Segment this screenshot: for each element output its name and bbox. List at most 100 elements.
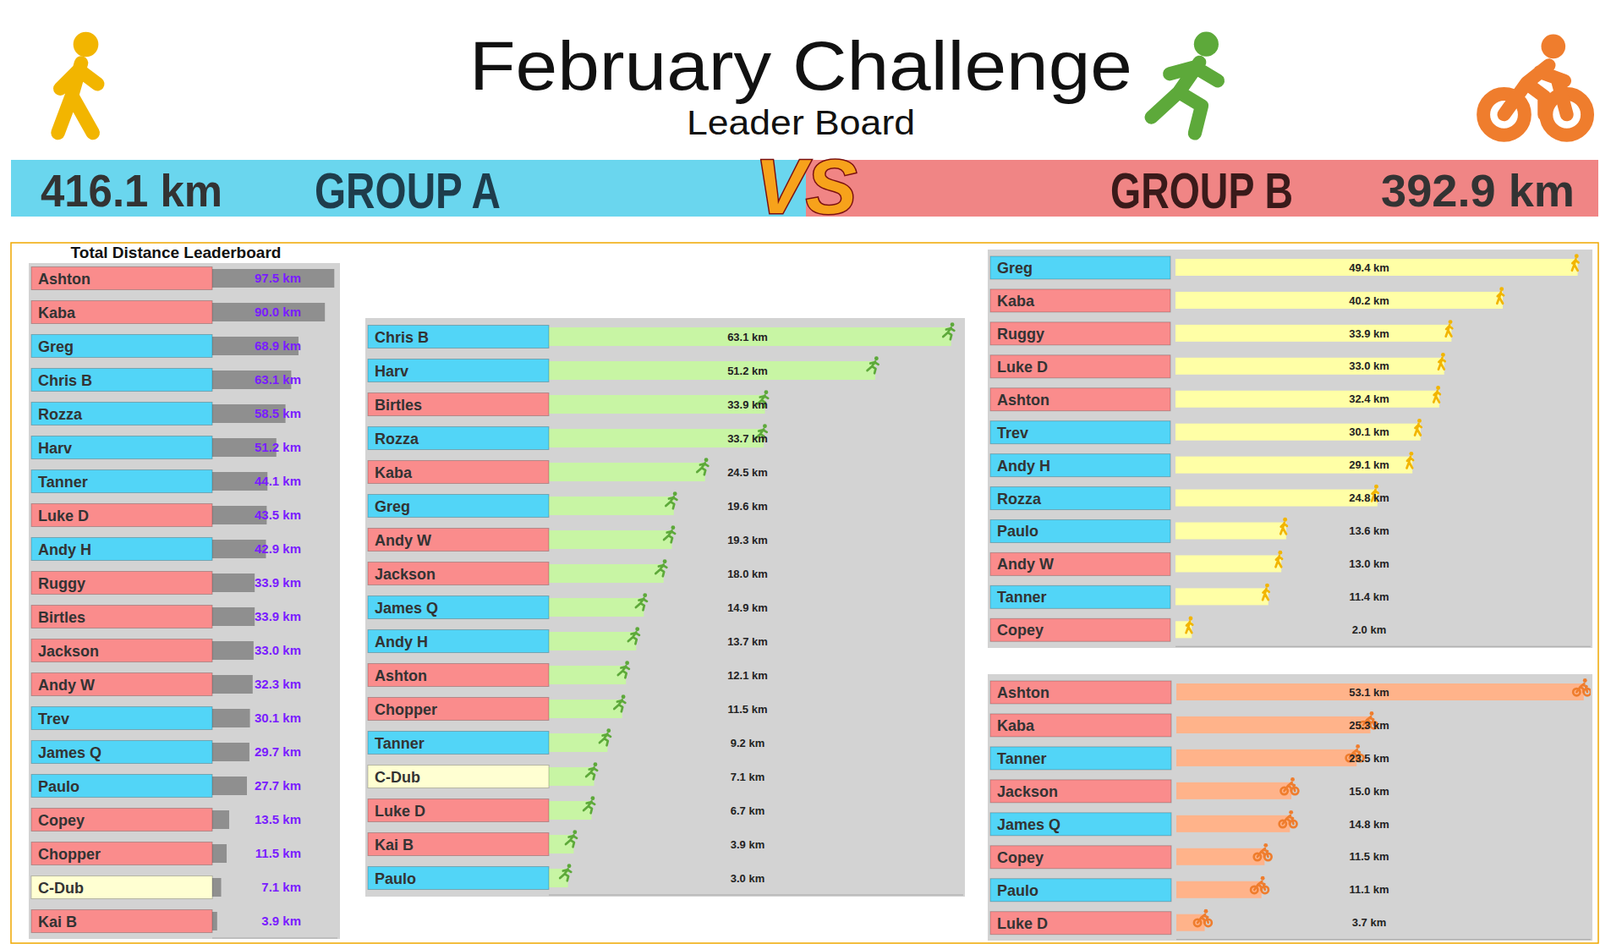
svg-text:Paulo: Paulo <box>997 522 1039 540</box>
svg-text:Jackson: Jackson <box>374 565 436 583</box>
svg-text:63.1 km: 63.1 km <box>727 330 768 344</box>
svg-text:Chris B: Chris B <box>38 372 93 390</box>
svg-text:33.9 km: 33.9 km <box>1348 327 1390 340</box>
svg-text:14.9 km: 14.9 km <box>727 601 768 614</box>
svg-text:Andy H: Andy H <box>997 457 1051 475</box>
svg-text:11.5 km: 11.5 km <box>1349 849 1390 863</box>
svg-text:GROUP A: GROUP A <box>314 162 501 220</box>
svg-text:13.0 km: 13.0 km <box>1348 557 1390 570</box>
svg-text:Tanner: Tanner <box>997 750 1047 768</box>
svg-text:7.1 km: 7.1 km <box>730 770 765 784</box>
svg-text:19.6 km: 19.6 km <box>727 499 768 513</box>
svg-text:February Challenge: February Challenge <box>469 27 1133 105</box>
svg-text:Chris B: Chris B <box>374 328 429 346</box>
svg-text:63.1 km: 63.1 km <box>254 372 302 387</box>
svg-text:3.7 km: 3.7 km <box>1352 915 1387 929</box>
svg-text:Andy H: Andy H <box>38 541 92 559</box>
svg-text:Paulo: Paulo <box>38 778 80 795</box>
svg-text:53.1 km: 53.1 km <box>1348 685 1390 699</box>
svg-text:Tanner: Tanner <box>374 734 425 752</box>
svg-text:Andy W: Andy W <box>374 531 432 549</box>
svg-text:Ashton: Ashton <box>997 391 1050 409</box>
svg-text:33.0 km: 33.0 km <box>254 642 302 658</box>
svg-text:Luke D: Luke D <box>374 802 426 820</box>
svg-text:13.5 km: 13.5 km <box>254 811 302 827</box>
svg-text:7.1 km: 7.1 km <box>261 879 302 894</box>
svg-text:Copey: Copey <box>997 621 1044 639</box>
svg-text:C-Dub: C-Dub <box>374 768 421 786</box>
svg-text:Copey: Copey <box>38 811 85 829</box>
svg-text:Paulo: Paulo <box>997 882 1039 899</box>
svg-text:33.0 km: 33.0 km <box>1348 359 1390 373</box>
svg-text:90.0 km: 90.0 km <box>254 304 302 319</box>
svg-text:23.5 km: 23.5 km <box>1348 751 1390 765</box>
svg-text:44.1 km: 44.1 km <box>254 473 302 488</box>
svg-text:GROUP B: GROUP B <box>1110 162 1294 220</box>
svg-text:51.2 km: 51.2 km <box>254 439 302 455</box>
svg-text:15.0 km: 15.0 km <box>1348 784 1390 798</box>
svg-text:33.9 km: 33.9 km <box>254 575 302 590</box>
svg-text:Total Distance Leaderboard: Total Distance Leaderboard <box>71 243 282 262</box>
svg-text:Rozza: Rozza <box>38 405 83 423</box>
svg-text:Chopper: Chopper <box>374 701 438 718</box>
svg-text:392.9 km: 392.9 km <box>1380 164 1575 216</box>
svg-text:43.5 km: 43.5 km <box>254 507 302 522</box>
svg-text:Ashton: Ashton <box>997 684 1050 702</box>
svg-text:Leader Board: Leader Board <box>686 104 916 142</box>
svg-text:33.9 km: 33.9 km <box>254 608 302 624</box>
svg-text:Paulo: Paulo <box>374 870 417 888</box>
svg-text:VS: VS <box>755 144 857 230</box>
svg-text:30.1 km: 30.1 km <box>1348 425 1390 439</box>
svg-text:Trev: Trev <box>997 424 1029 442</box>
svg-text:Kaba: Kaba <box>38 304 77 322</box>
svg-text:11.5 km: 11.5 km <box>728 702 768 716</box>
svg-text:Andy W: Andy W <box>38 676 95 694</box>
svg-text:11.5 km: 11.5 km <box>255 845 302 861</box>
svg-text:12.1 km: 12.1 km <box>727 668 768 682</box>
svg-text:2.0 km: 2.0 km <box>1352 623 1387 636</box>
svg-text:Tanner: Tanner <box>38 473 88 491</box>
svg-text:Ashton: Ashton <box>38 270 91 288</box>
svg-text:97.5 km: 97.5 km <box>254 270 302 285</box>
svg-text:Jackson: Jackson <box>997 783 1058 800</box>
svg-text:11.4 km: 11.4 km <box>1349 590 1390 603</box>
svg-text:Kai B: Kai B <box>38 913 77 931</box>
svg-text:Chopper: Chopper <box>38 845 101 863</box>
svg-text:33.9 km: 33.9 km <box>727 398 768 411</box>
svg-text:Harv: Harv <box>38 439 72 457</box>
svg-text:Kaba: Kaba <box>997 292 1036 310</box>
svg-text:68.9 km: 68.9 km <box>254 338 302 353</box>
svg-text:24.5 km: 24.5 km <box>727 465 768 479</box>
svg-text:Tanner: Tanner <box>997 588 1047 606</box>
svg-text:42.9 km: 42.9 km <box>254 541 302 556</box>
svg-text:Luke D: Luke D <box>38 507 89 525</box>
svg-text:19.3 km: 19.3 km <box>727 533 768 547</box>
svg-text:3.9 km: 3.9 km <box>261 913 302 928</box>
svg-text:James Q: James Q <box>374 599 439 617</box>
svg-text:33.7 km: 33.7 km <box>727 432 768 445</box>
svg-text:Ruggy: Ruggy <box>997 325 1045 343</box>
svg-text:3.0 km: 3.0 km <box>730 871 765 885</box>
svg-text:32.4 km: 32.4 km <box>1348 392 1390 406</box>
svg-text:58.5 km: 58.5 km <box>254 405 302 421</box>
svg-text:30.1 km: 30.1 km <box>254 710 302 725</box>
svg-text:Luke D: Luke D <box>997 915 1048 932</box>
svg-text:Copey: Copey <box>997 849 1044 866</box>
svg-text:Trev: Trev <box>38 710 70 728</box>
svg-text:29.7 km: 29.7 km <box>254 744 302 759</box>
svg-text:13.6 km: 13.6 km <box>1348 524 1390 537</box>
svg-text:Ruggy: Ruggy <box>38 575 86 592</box>
svg-text:Kaba: Kaba <box>374 464 413 482</box>
svg-text:27.7 km: 27.7 km <box>254 778 302 793</box>
svg-text:Rozza: Rozza <box>374 430 420 448</box>
svg-text:Luke D: Luke D <box>997 358 1048 376</box>
svg-text:29.1 km: 29.1 km <box>1348 458 1390 472</box>
svg-text:3.9 km: 3.9 km <box>730 838 765 851</box>
svg-text:24.8 km: 24.8 km <box>1348 491 1390 505</box>
svg-text:40.2 km: 40.2 km <box>1348 294 1390 307</box>
svg-text:C-Dub: C-Dub <box>38 879 84 897</box>
svg-text:James Q: James Q <box>997 816 1061 833</box>
svg-text:13.7 km: 13.7 km <box>727 635 768 648</box>
svg-text:Jackson: Jackson <box>38 642 99 660</box>
svg-text:18.0 km: 18.0 km <box>727 567 768 581</box>
